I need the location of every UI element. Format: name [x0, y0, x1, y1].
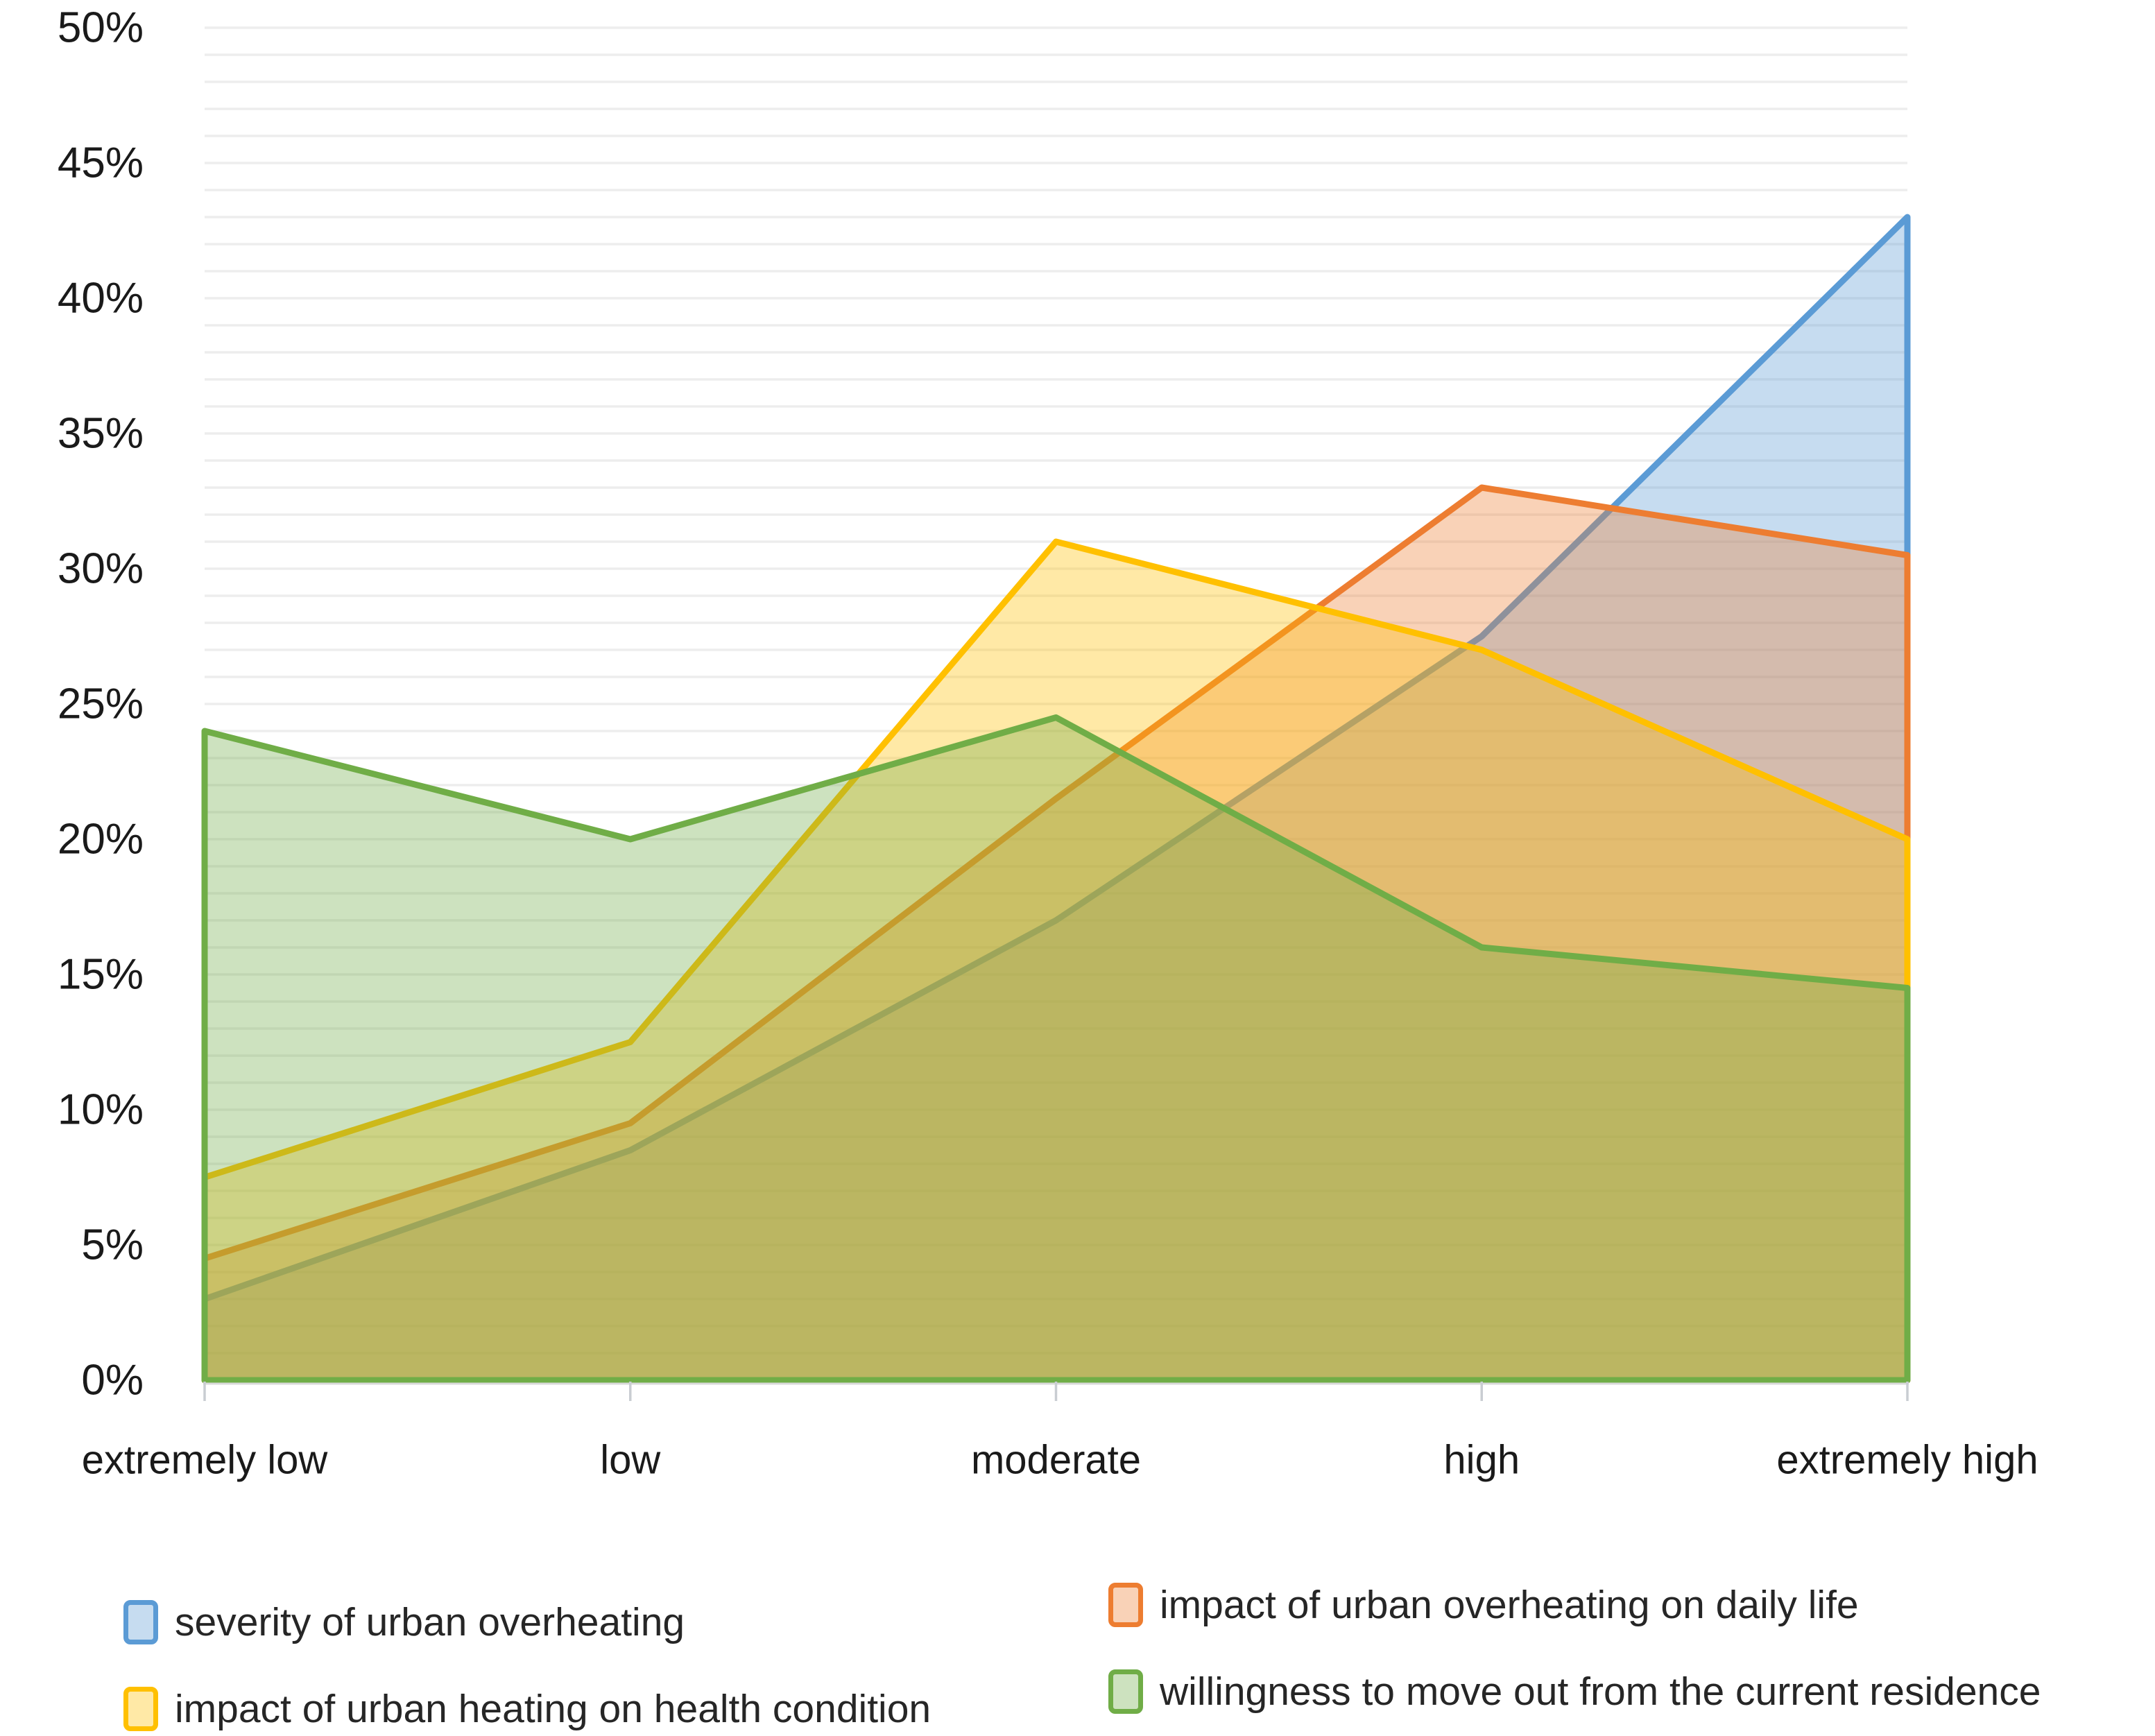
legend-swatch-yellow-icon: [123, 1687, 158, 1731]
y-axis-label: 25%: [58, 680, 144, 728]
y-axis-label: 0%: [81, 1357, 144, 1404]
legend-swatch-blue-icon: [123, 1600, 158, 1644]
x-axis-labels: extremely low low moderate high extremely hi…: [82, 1438, 2038, 1483]
y-axis-label: 30%: [58, 545, 144, 593]
legend-label-willingness: willingness to move out from the current…: [1160, 1669, 2041, 1714]
series-areas: [201, 214, 1911, 1384]
x-axis-label: extremely low: [82, 1438, 329, 1483]
y-axis-label: 20%: [58, 816, 144, 863]
y-axis-label: 5%: [81, 1221, 144, 1269]
y-axis-label: 10%: [58, 1086, 144, 1134]
legend-label-health: impact of urban heating on health condit…: [175, 1687, 931, 1731]
y-axis-label: 40%: [58, 275, 144, 323]
area-willingness-to: [201, 714, 1911, 1384]
y-axis-label: 45%: [58, 139, 144, 187]
y-axis-label: 50%: [58, 4, 144, 52]
chart-plot-area: 0% 5% 10% 15% 20% 25% 30% 35% 40% 45% 50% extremely…: [58, 4, 2038, 1483]
x-axis-label: low: [600, 1438, 661, 1483]
y-axis-label: 15%: [58, 951, 144, 999]
legend-item-willingness: willingness to move out from the current…: [1108, 1669, 2041, 1714]
legend-item-health: impact of urban heating on health condit…: [123, 1686, 931, 1732]
legend-item-severity: severity of urban overheating: [123, 1599, 685, 1645]
y-axis-label: 35%: [58, 410, 144, 458]
legend-swatch-green-icon: [1108, 1669, 1143, 1714]
x-axis-label: high: [1443, 1438, 1520, 1483]
y-axis-labels: 0% 5% 10% 15% 20% 25% 30% 35% 40% 45% 50%: [58, 4, 144, 1404]
legend-item-daily-life: impact of urban overheating on daily lif…: [1108, 1582, 1859, 1628]
x-axis-label: moderate: [971, 1438, 1141, 1483]
legend-label-severity: severity of urban overheating: [175, 1600, 685, 1644]
legend-swatch-orange-icon: [1108, 1583, 1143, 1627]
x-axis-label: extremely high: [1776, 1438, 2038, 1483]
gridlines: [205, 26, 1907, 1355]
legend-label-daily-life: impact of urban overheating on daily lif…: [1160, 1583, 1859, 1627]
x-axis-ticks: [203, 1382, 1909, 1401]
